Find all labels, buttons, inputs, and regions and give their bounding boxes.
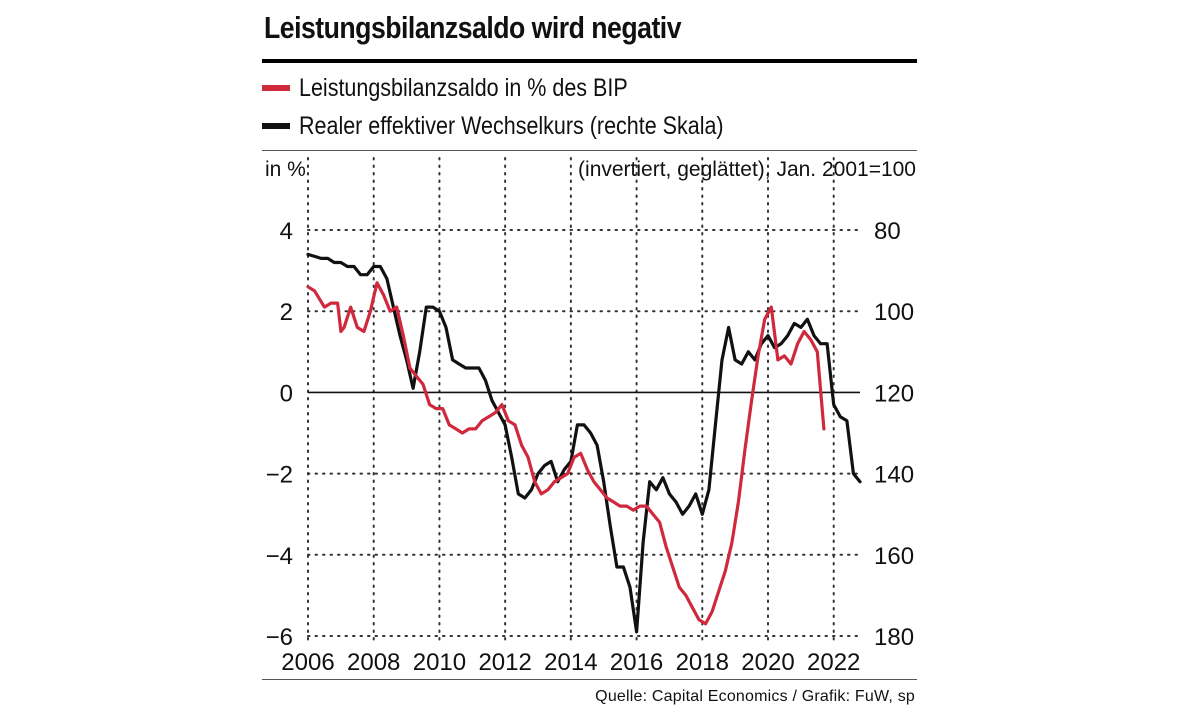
y-tick-label-right: 80 xyxy=(874,218,901,245)
legend-rule xyxy=(262,150,917,151)
left-axis-ticks: 4 2 0 −2 −4 −6 xyxy=(266,218,293,651)
x-axis-ticks: 2006 2008 2010 2012 2014 2016 2018 2020 2022 xyxy=(281,649,860,676)
y-tick-label-left: −4 xyxy=(266,543,293,570)
y-tick-label-right: 140 xyxy=(874,462,914,489)
y-tick-label-right: 180 xyxy=(874,624,914,651)
y-tick-label-right: 160 xyxy=(874,543,914,570)
legend-label: Realer effektiver Wechselkurs (rechte Sk… xyxy=(299,111,724,140)
x-tick-label: 2008 xyxy=(347,649,400,676)
legend-item-exchange-rate: Realer effektiver Wechselkurs (rechte Sk… xyxy=(262,111,793,141)
x-tick-label: 2014 xyxy=(544,649,597,676)
y-tick-label-right: 120 xyxy=(874,380,914,407)
footer-rule xyxy=(262,679,917,680)
x-tick-label: 2020 xyxy=(741,649,794,676)
y-tick-label-left: 0 xyxy=(280,380,293,407)
x-tick-label: 2006 xyxy=(281,649,334,676)
x-tick-label: 2010 xyxy=(413,649,466,676)
legend-swatch-black xyxy=(262,123,290,129)
y-tick-label-left: −6 xyxy=(266,624,293,651)
right-axis-unit: (invertiert, geglättet), Jan. 2001=100 xyxy=(578,158,916,181)
chart-title: Leistungsbilanzsaldo wird negativ xyxy=(264,10,682,45)
legend-swatch-red xyxy=(262,85,290,91)
legend-label: Leistungsbilanzsaldo in % des BIP xyxy=(299,73,628,102)
x-tick-label: 2022 xyxy=(807,649,860,676)
x-tick-label: 2016 xyxy=(610,649,663,676)
legend-item-current-account: Leistungsbilanzsaldo in % des BIP xyxy=(262,73,681,103)
right-axis-ticks: 80 100 120 140 160 180 xyxy=(874,218,914,651)
y-tick-label-right: 100 xyxy=(874,299,914,326)
series-line xyxy=(306,252,862,634)
left-axis-unit: in % xyxy=(265,158,306,181)
x-tick-label: 2012 xyxy=(478,649,531,676)
grid xyxy=(307,157,861,645)
source-note: Quelle: Capital Economics / Grafik: FuW,… xyxy=(595,688,915,705)
title-rule xyxy=(262,59,917,63)
y-tick-label-left: −2 xyxy=(266,462,293,489)
series-line xyxy=(306,281,826,626)
x-tick-label: 2018 xyxy=(676,649,729,676)
y-tick-label-left: 4 xyxy=(280,218,293,245)
y-tick-label-left: 2 xyxy=(280,299,293,326)
series-layer xyxy=(306,252,862,634)
